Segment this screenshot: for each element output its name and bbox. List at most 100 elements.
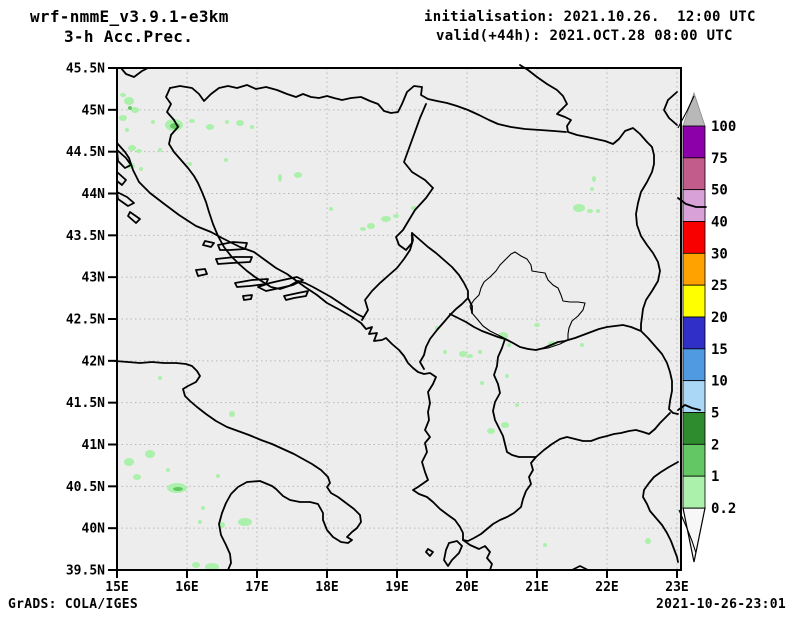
- border-right-edge-squiggle: [663, 91, 678, 126]
- lat-tick-label: 43N: [82, 271, 106, 286]
- lat-tick-label: 40N: [82, 522, 106, 537]
- border-bosnia-croatia-south: [297, 280, 364, 318]
- precip-spot-light: [534, 323, 540, 327]
- precip-spot-light: [596, 209, 600, 213]
- model-title: wrf-nmmE_v3.9.1-e3km: [30, 7, 229, 26]
- border-montenegro-kosovo: [467, 297, 473, 314]
- precip-spot-light: [250, 125, 254, 129]
- precip-spot-medium: [173, 487, 183, 491]
- colorbar-band: [682, 316, 706, 350]
- colorbar-label: 50: [711, 183, 728, 199]
- lat-tick-label: 42.5N: [66, 313, 105, 328]
- border-kosovo-outline: [469, 251, 586, 351]
- lon-tick-label: 21E: [525, 580, 548, 595]
- colorbar-over-arrow: [682, 91, 706, 127]
- precip-spot-light: [543, 543, 547, 547]
- lat-tick-label: 40.5N: [66, 480, 105, 495]
- precip-spot-light: [294, 172, 302, 178]
- river-drina-border: [395, 103, 434, 251]
- lon-tick-label: 20E: [455, 580, 478, 595]
- valid-time-label: valid(+44h): 2021.OCT.28 08:00 UTC: [436, 28, 733, 44]
- precip-spot-light: [216, 474, 220, 478]
- colorbar-label: 25: [711, 278, 728, 294]
- precip-spot-medium: [170, 123, 180, 129]
- lat-tick-label: 41.5N: [66, 396, 105, 411]
- precip-spot-light: [151, 120, 155, 124]
- colorbar-label: 5: [711, 406, 719, 422]
- colorbar-band: [682, 475, 706, 509]
- colorbar-band: [682, 412, 706, 445]
- precip-spot-light: [189, 119, 195, 123]
- lon-tick-label: 18E: [315, 580, 338, 595]
- border-bosnia-croatia-west: [165, 87, 299, 290]
- precip-spot-light: [225, 120, 229, 124]
- colorbar-band: [682, 125, 706, 159]
- colorbar-label: 10: [711, 374, 728, 390]
- peljesac-peninsula: [257, 276, 304, 292]
- precip-spot-light: [188, 162, 192, 166]
- colorbar-label: 15: [711, 342, 728, 358]
- precip-spot-light: [166, 468, 170, 472]
- precip-spot-light: [136, 149, 142, 153]
- lon-tick-label: 19E: [385, 580, 408, 595]
- precip-spot-light: [515, 403, 519, 407]
- precip-spot-light: [125, 128, 129, 132]
- precip-spot-light: [219, 522, 225, 528]
- colorbar-label: 75: [711, 151, 728, 167]
- coastlines-and-borders: [114, 64, 679, 571]
- coastline-bottom-dash: [571, 565, 589, 571]
- colorbar-band: [682, 221, 706, 254]
- precip-spot-light: [580, 343, 584, 347]
- precip-spot-light: [587, 209, 593, 213]
- precip-spot-light: [480, 381, 484, 385]
- border-kosovo-macedonia-serbia: [449, 313, 642, 351]
- precip-spot-light: [229, 411, 235, 417]
- precip-spot-light: [139, 167, 143, 171]
- lon-tick-label: 16E: [175, 580, 198, 595]
- colorbar-band: [682, 284, 706, 318]
- colorbar-label: 2: [711, 437, 719, 453]
- river-sava-border: [169, 84, 567, 133]
- colorbar-under-arrow: [682, 507, 706, 563]
- lat-tick-label: 44N: [82, 187, 106, 202]
- precip-spot-light: [224, 158, 228, 162]
- precip-spot-light: [505, 374, 509, 378]
- colorbar-legend: 100 75 50 40 30 25 20 15 10 5 2 1 0.2: [682, 91, 736, 563]
- precip-spot-light: [501, 422, 509, 428]
- precip-spot-light: [192, 562, 200, 568]
- precip-spot-light: [128, 145, 136, 151]
- colorbar-label: 20: [711, 310, 728, 326]
- overbar-line-greece-bulgaria-exit: [677, 404, 701, 411]
- border-greece-albania: [462, 456, 537, 542]
- precip-spot-light: [124, 97, 134, 105]
- precip-spot-light: [145, 450, 155, 458]
- precip-spot-light: [119, 115, 127, 121]
- colorbar-label: 1: [711, 469, 719, 485]
- precip-spot-light: [478, 350, 482, 354]
- precip-spot-light: [467, 354, 473, 358]
- map-background: [117, 68, 681, 570]
- precip-spot-light: [198, 520, 202, 524]
- precip-spot-light: [459, 351, 467, 357]
- precip-spot-light: [201, 506, 205, 510]
- precip-spot-light: [590, 187, 594, 191]
- precip-spot-light: [507, 343, 511, 347]
- overbar-line-coast-exit: [678, 509, 697, 554]
- lat-tick-label: 41N: [82, 438, 106, 453]
- overbar-line-top-exit: [677, 95, 695, 129]
- precip-spot-light: [206, 124, 214, 130]
- overbar-line-danube-exit: [677, 197, 707, 208]
- colorbar-band: [682, 157, 706, 191]
- precip-spot-light: [158, 376, 162, 380]
- product-title: 3-h Acc.Prec.: [64, 27, 194, 46]
- lon-tick-label: 15E: [105, 580, 128, 595]
- precip-spot-medium: [128, 106, 132, 110]
- lat-tick-label: 45N: [82, 103, 106, 118]
- border-macedonia-albania-greece: [492, 338, 671, 458]
- coastline-greece-thermaic: [642, 461, 679, 563]
- map-lines-over-colorbar: [677, 95, 707, 554]
- precip-spot-light: [393, 214, 399, 218]
- precip-spot-light: [278, 174, 282, 182]
